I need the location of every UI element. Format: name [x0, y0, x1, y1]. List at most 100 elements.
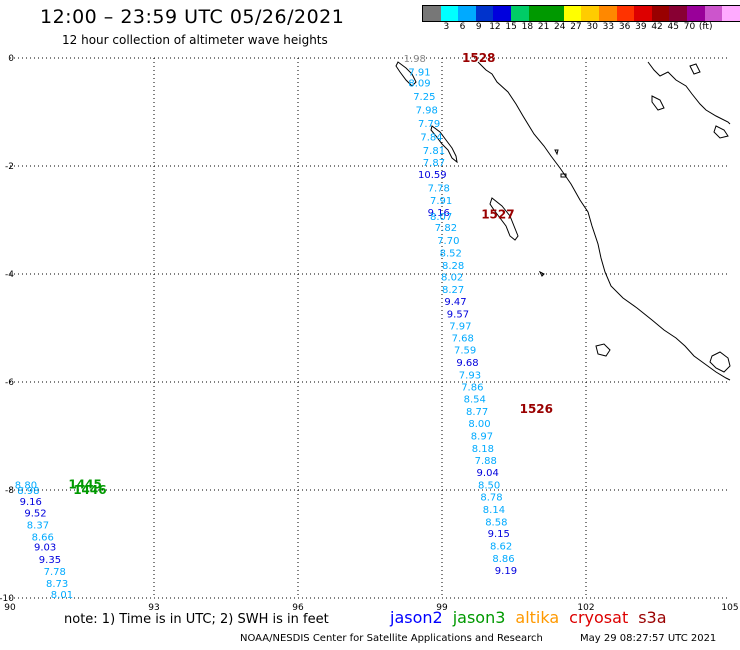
wave-height-label: 7.86: [461, 382, 483, 393]
legend-label: 24: [554, 22, 566, 32]
wave-height-label: 7.84: [420, 132, 442, 143]
lon-tick-label: 105: [721, 603, 738, 613]
lon-tick-label: 93: [148, 603, 159, 613]
legend-label: 30: [586, 22, 598, 32]
legend-label: 9: [475, 22, 482, 32]
legend-label: 18: [521, 22, 534, 32]
wave-height-label: 9.15: [488, 529, 510, 540]
lat-tick-label: -2: [5, 162, 14, 172]
small-island-b: [560, 173, 567, 178]
wave-height-label: 7.79: [418, 119, 440, 130]
wave-height-label: 8.58: [485, 517, 507, 528]
legend-label: 45: [667, 22, 679, 32]
coastline: [395, 61, 731, 381]
satellite-name: s3a: [638, 608, 667, 627]
legend-label: (ft): [698, 22, 713, 32]
lat-tick-label: -8: [5, 486, 14, 496]
riau-island-b: [713, 125, 729, 139]
satellite-name: jason3: [452, 608, 506, 627]
legend-swatch: [704, 6, 723, 21]
satellite-name: jason2: [390, 608, 443, 627]
pass-number-label: 1528: [462, 51, 495, 65]
wave-height-label: 8.50: [478, 481, 500, 492]
malaysia-coastline: [647, 61, 731, 125]
altimeter-tracks: 1.98 7.91 8.09 7.25 7.98 7.79 7.84 7.817.8710.5…: [15, 54, 517, 601]
wave-height-label: 9.03: [34, 543, 56, 554]
wave-height-label: 8.01: [51, 590, 73, 601]
wave-height-label: 7.78: [44, 567, 66, 578]
wave-height-label: 9.57: [447, 309, 469, 320]
legend-swatch: [616, 6, 635, 21]
riau-island-a: [651, 95, 665, 111]
legend-label: 3: [443, 22, 450, 32]
wave-height-label: 8.86: [492, 554, 514, 565]
legend-swatch: [440, 6, 459, 21]
color-legend-bar: [422, 5, 740, 22]
wave-height-label: 8.27: [442, 285, 464, 296]
wave-height-label: 7.81: [423, 146, 445, 157]
wave-height-label: 9.16: [20, 497, 42, 508]
legend-label: 27: [570, 22, 582, 32]
legend-swatch: [563, 6, 582, 21]
pass-number-label: 1526: [520, 402, 553, 416]
wave-height-label: 7.70: [437, 236, 459, 247]
wave-height-label: 8.66: [32, 532, 54, 543]
wave-height-label: 9.19: [495, 566, 517, 577]
lon-tick-label: 90: [4, 603, 16, 613]
map-grid: [10, 57, 730, 599]
wave-height-label: 8.02: [441, 273, 463, 284]
wave-height-label: 7.87: [423, 158, 445, 169]
wave-height-label: 7.25: [413, 92, 435, 103]
wave-height-label: 1.98: [404, 54, 426, 65]
satellite-legend: jason2 jason3 altika cryosat s3a: [390, 608, 677, 627]
legend-swatch: [458, 6, 476, 21]
legend-swatch: [493, 6, 511, 21]
wave-height-label: 9.52: [24, 509, 46, 520]
wave-height-label: 7.82: [435, 223, 457, 234]
wave-height-label: 8.00: [468, 419, 490, 430]
wave-height-label: 8.18: [472, 444, 494, 455]
satellite-name: altika: [515, 608, 560, 627]
wave-height-label: 7.91: [430, 196, 452, 207]
legend-label: 39: [635, 22, 647, 32]
color-legend-labels: 3 6 9 12 15 18 21 24 27 30 33 36 39 42 45 70 (ft): [422, 22, 730, 34]
wave-height-label: 8.97: [471, 431, 493, 442]
small-island-c: [554, 149, 559, 156]
wave-height-label: 10.59: [418, 170, 447, 181]
wave-height-label: 8.52: [440, 248, 462, 259]
legend-label: 12: [489, 22, 501, 32]
legend-swatch: [651, 6, 670, 21]
satellite-name: cryosat: [569, 608, 629, 627]
wave-height-label: 7.59: [454, 346, 476, 357]
legend-label: 6: [459, 22, 466, 32]
simeulue-island: [395, 61, 417, 87]
legend-swatch: [423, 6, 441, 21]
wave-height-label: 7.93: [459, 370, 481, 381]
credit-text: NOAA/NESDIS Center for Satellite Applica…: [240, 633, 543, 644]
wave-height-label: 9.04: [477, 468, 499, 479]
wave-height-label: 7.68: [452, 334, 474, 345]
wave-height-label: 8.54: [464, 395, 486, 406]
siberut-island: [489, 197, 519, 241]
wave-height-label: 7.78: [428, 184, 450, 195]
legend-swatch: [669, 6, 687, 21]
credit-timestamp: May 29 08:27:57 UTC 2021: [580, 633, 717, 644]
nias-island: [430, 125, 458, 164]
wave-height-label: 8.73: [46, 579, 68, 590]
page-subtitle: 12 hour collection of altimeter wave hei…: [62, 33, 328, 47]
legend-swatch: [475, 6, 494, 21]
wave-height-label: 8.14: [483, 505, 505, 516]
wave-height-label: 8.09: [408, 78, 430, 89]
wave-height-label: 8.78: [480, 492, 502, 503]
wave-height-label: 8.28: [442, 261, 464, 272]
wave-height-label: 7.98: [416, 105, 438, 116]
legend-swatch: [722, 6, 740, 21]
lon-tick-label: 99: [436, 603, 448, 613]
sumatra-coastline: [477, 61, 731, 381]
lat-tick-label: -4: [5, 270, 14, 280]
enggano-island: [595, 343, 611, 357]
legend-swatch: [598, 6, 617, 21]
wave-height-label: 9.16: [428, 208, 450, 219]
